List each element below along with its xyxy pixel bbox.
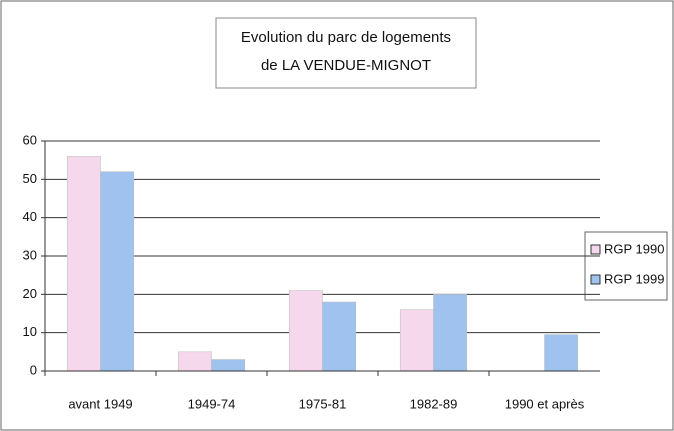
legend-swatch: [590, 244, 601, 255]
legend-swatch: [590, 274, 601, 285]
x-tick-label: avant 1949: [68, 396, 132, 411]
y-tick-label: 50: [23, 171, 37, 186]
legend-label: RGP 1990: [604, 241, 664, 256]
y-tick-label: 30: [23, 247, 37, 262]
y-tick-label: 60: [23, 132, 37, 147]
x-tick-label: 1982-89: [410, 396, 458, 411]
bar: [322, 301, 357, 372]
y-tick-label: 10: [23, 324, 37, 339]
x-tick-label: 1975-81: [299, 396, 347, 411]
bar: [177, 351, 212, 372]
bar: [211, 359, 246, 372]
y-tick-label: 20: [23, 286, 37, 301]
bar: [399, 309, 434, 372]
bar: [100, 171, 135, 372]
y-tick-label: 0: [30, 362, 37, 377]
bar: [66, 156, 101, 372]
chart-title: de LA VENDUE-MIGNOT: [261, 57, 431, 74]
legend-box: [584, 231, 668, 301]
chart-title: Evolution du parc de logements: [241, 29, 451, 46]
legend-label: RGP 1999: [604, 271, 664, 286]
bar: [544, 334, 579, 372]
bar: [288, 290, 323, 372]
y-tick-label: 40: [23, 209, 37, 224]
bar: [433, 294, 468, 372]
title-box: [215, 17, 477, 89]
x-tick-label: 1990 et après: [505, 396, 585, 411]
x-tick-label: 1949-74: [188, 396, 236, 411]
